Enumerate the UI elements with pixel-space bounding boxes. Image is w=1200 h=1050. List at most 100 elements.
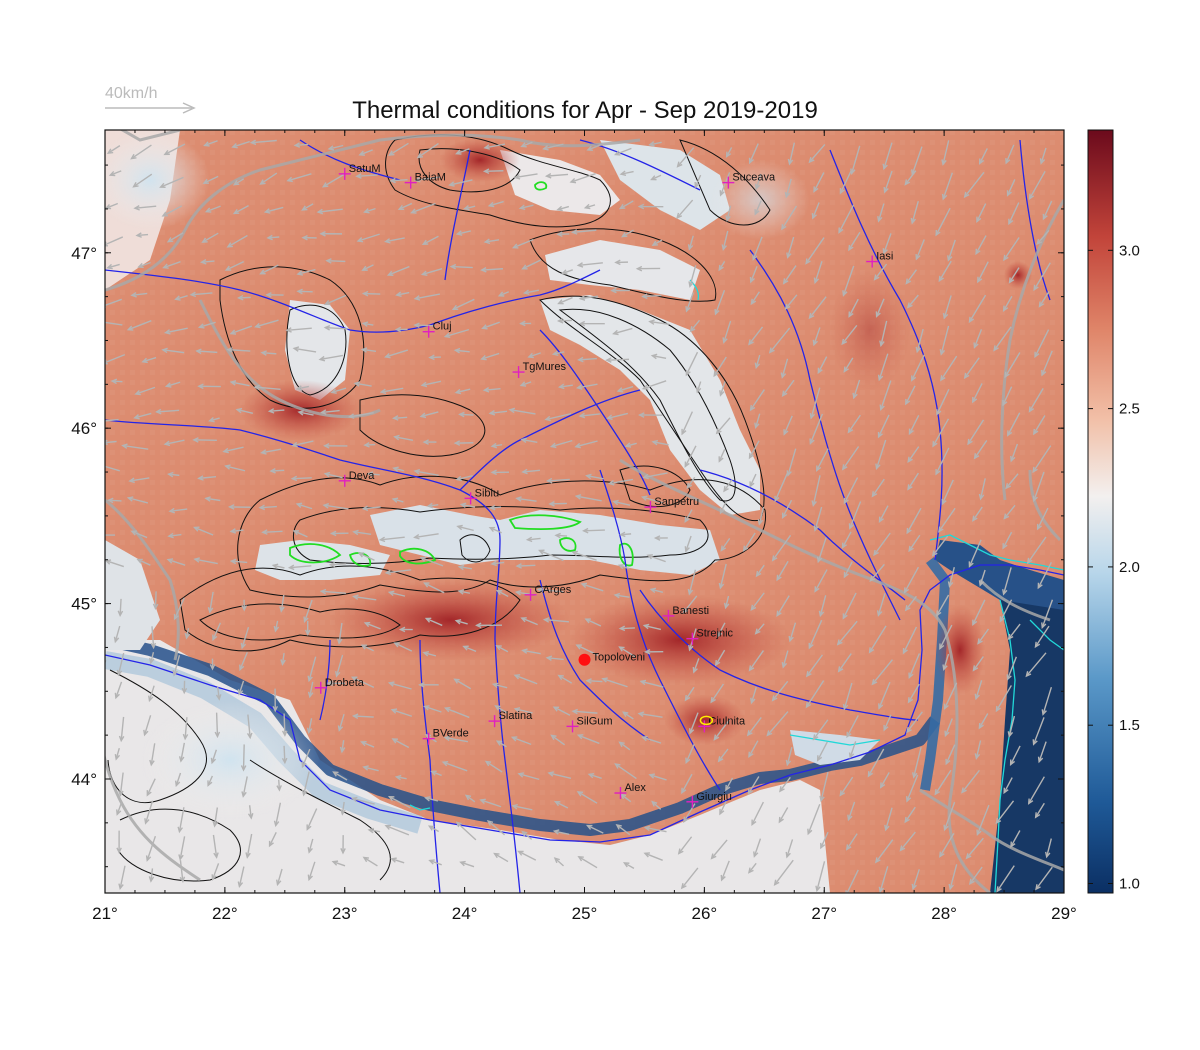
wind-arrowhead: [552, 829, 560, 835]
city-sanpetru[interactable]: Sanpetru: [644, 496, 699, 514]
city-suceava[interactable]: Suceava: [722, 172, 776, 189]
city-giurgiu[interactable]: Giurgiu: [686, 791, 732, 808]
wind-arrowhead: [557, 674, 564, 681]
wind-arrowhead: [549, 442, 557, 449]
wind-arrow: [178, 807, 185, 832]
wind-arrow: [445, 736, 468, 743]
city-label: CArges: [535, 584, 572, 596]
city-banesti[interactable]: Banesti: [662, 605, 709, 622]
wind-arrowhead: [166, 237, 174, 243]
wind-arrowhead: [646, 554, 653, 560]
wind-arrowhead: [651, 439, 659, 446]
wind-arrowhead: [757, 519, 764, 526]
city-cluj[interactable]: Cluj: [422, 321, 452, 338]
wind-arrow: [133, 173, 153, 188]
wind-arrow: [389, 682, 412, 690]
wind-arrowhead: [813, 525, 819, 532]
wind-arrowhead: [145, 855, 152, 862]
city-carges[interactable]: CArges: [524, 584, 572, 601]
wind-arrowhead: [480, 355, 487, 361]
highlighted-city[interactable]: Topoloveni: [578, 652, 714, 726]
wind-arrow: [524, 289, 540, 294]
wind-arrow: [286, 327, 312, 331]
wind-arrow: [907, 446, 920, 463]
wind-arrowhead: [1034, 641, 1041, 649]
wind-arrow: [269, 409, 285, 412]
wind-arrowhead: [1010, 455, 1016, 463]
wind-arrow: [1005, 144, 1015, 164]
wind-arrow: [783, 265, 797, 284]
wind-arrowhead: [932, 441, 938, 448]
city-alex[interactable]: Alex: [614, 782, 646, 800]
wind-arrowhead: [184, 632, 191, 640]
wind-arrow: [364, 622, 381, 630]
wind-arrow: [481, 352, 500, 360]
wind-arrowhead: [213, 852, 219, 859]
wind-arrow: [335, 654, 344, 677]
wind-arrow: [766, 711, 789, 736]
wind-arrowhead: [867, 771, 873, 778]
wind-arrowhead: [941, 159, 947, 166]
city-satum[interactable]: SatuM: [338, 163, 381, 180]
city-silgum[interactable]: SilGum: [566, 715, 613, 733]
wind-arrowhead: [1032, 428, 1039, 436]
wind-arrow: [308, 861, 316, 880]
city-strejnic[interactable]: Strejnic: [686, 628, 734, 645]
wind-arrow: [518, 773, 540, 781]
wind-arrowhead: [197, 475, 204, 481]
wind-arrow: [321, 409, 340, 414]
high-elevation-contours: [289, 181, 634, 567]
wind-arrowhead: [443, 735, 451, 742]
city-tgmures[interactable]: TgMures: [512, 361, 567, 379]
wind-arrow: [363, 506, 381, 510]
wind-arrow: [112, 380, 123, 383]
wind-arrow: [936, 389, 950, 415]
wind-arrowhead: [710, 696, 716, 704]
wind-arrow: [842, 446, 860, 470]
wind-arrowhead: [903, 587, 910, 594]
wind-arrow: [786, 839, 794, 858]
wind-arrowhead: [749, 481, 755, 488]
wind-arrowhead: [486, 820, 494, 826]
wind-arrowhead: [154, 408, 162, 415]
wind-arrowhead: [874, 857, 881, 864]
wind-arrow: [494, 853, 509, 863]
wind-arrow: [578, 856, 598, 869]
wind-arrow: [772, 534, 792, 561]
city-deva[interactable]: Deva: [338, 470, 376, 487]
wind-arrowhead: [367, 827, 375, 834]
city-label: Banesti: [672, 605, 709, 617]
city-sibiu[interactable]: Sibiu: [464, 487, 499, 505]
wind-arrowhead: [424, 617, 432, 623]
wind-arrowhead: [200, 259, 207, 265]
wind-arrow: [175, 295, 188, 300]
wind-arrow: [539, 549, 564, 562]
wind-arrowhead: [624, 442, 632, 448]
wind-arrow: [325, 294, 347, 305]
city-baiam[interactable]: BaiaM: [404, 172, 446, 189]
wind-arrow: [813, 172, 825, 192]
city-iasi[interactable]: Iasi: [866, 251, 893, 268]
wind-arrowhead: [167, 532, 174, 539]
wind-arrowhead: [940, 375, 946, 382]
wind-arrowhead: [204, 496, 211, 502]
city-ciulnita[interactable]: Ciulnita: [698, 715, 746, 733]
wind-arrowhead: [1042, 213, 1048, 221]
wind-arrowhead: [454, 619, 462, 625]
wind-arrow: [417, 142, 439, 159]
wind-arrow: [686, 476, 696, 489]
city-label: Slatina: [499, 710, 534, 722]
wind-arrow: [1002, 531, 1013, 549]
wind-arrow: [391, 858, 405, 864]
wind-arrow: [260, 264, 279, 275]
wind-arrowhead: [510, 736, 518, 742]
wind-arrow: [748, 862, 757, 873]
wind-arrowhead: [556, 231, 563, 238]
wind-arrowhead: [352, 529, 359, 536]
city-slatina[interactable]: Slatina: [488, 710, 534, 728]
wind-arrowhead: [356, 237, 364, 243]
wind-arrowhead: [681, 428, 687, 436]
map-area[interactable]: SatuM BaiaM Suceava Iasi Cluj TgMures Deva Sibi…: [90, 120, 1064, 895]
city-bverde[interactable]: BVerde: [422, 728, 469, 745]
city-drobeta[interactable]: Drobeta: [314, 677, 365, 694]
